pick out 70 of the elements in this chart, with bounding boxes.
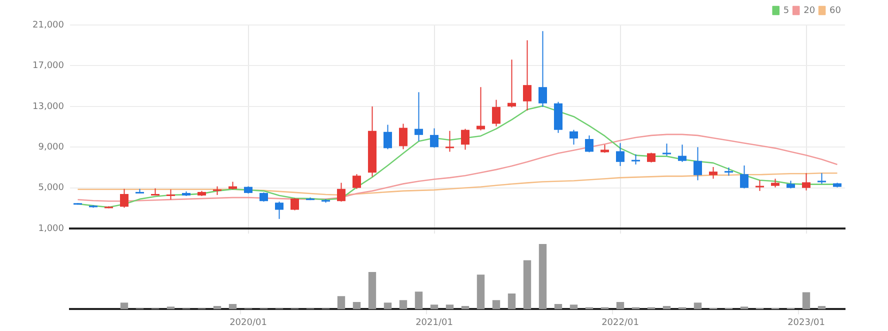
candlestick <box>631 154 640 165</box>
bar <box>120 302 128 310</box>
candlestick <box>662 143 672 156</box>
y-tick-label: 17,000 <box>32 61 64 72</box>
candlestick <box>445 130 454 152</box>
x-tick-label: 2020/01 <box>230 318 267 328</box>
x-tick-label: 2022/01 <box>602 318 639 328</box>
bar <box>368 272 376 310</box>
bar <box>492 300 500 310</box>
bar <box>430 304 438 310</box>
bar <box>337 296 346 310</box>
candlestick <box>522 40 532 112</box>
candlestick <box>646 152 656 163</box>
bar <box>213 306 222 310</box>
y-tick-label: 13,000 <box>32 102 64 112</box>
y-tick-label: 5,000 <box>38 183 64 194</box>
bar <box>476 274 485 310</box>
bar <box>414 292 423 310</box>
bar <box>384 302 392 310</box>
bar <box>228 304 237 310</box>
bar <box>523 260 532 310</box>
bar <box>508 294 516 310</box>
candlestick <box>259 192 268 202</box>
legend-label: 60 <box>830 6 842 16</box>
candlestick <box>817 172 826 184</box>
candlestick <box>383 124 392 150</box>
candlestick <box>693 146 702 181</box>
legend-label: 20 <box>804 6 816 16</box>
bar <box>538 244 547 310</box>
bar <box>662 306 671 310</box>
bar <box>616 302 624 310</box>
candlestick <box>507 59 516 108</box>
bar <box>461 306 470 310</box>
bar <box>802 292 810 310</box>
bar <box>740 306 748 310</box>
candlestick <box>584 134 594 153</box>
y-tick-label: 21,000 <box>32 20 64 30</box>
candlestick <box>678 144 687 162</box>
candlestick <box>476 86 486 131</box>
candlestick <box>569 129 578 146</box>
x-tick-label: 2023/01 <box>788 318 825 328</box>
candlestick <box>708 166 718 180</box>
candlestick <box>755 180 764 192</box>
candlestick <box>492 99 501 127</box>
bar <box>166 306 175 310</box>
x-tick-label: 2021/01 <box>416 318 453 328</box>
bar <box>818 306 826 310</box>
bar <box>352 302 361 310</box>
y-tick-label: 9,000 <box>38 142 64 153</box>
candlestick <box>166 188 176 200</box>
candlestick <box>430 128 439 148</box>
bar <box>570 304 578 310</box>
candlestick <box>274 201 284 220</box>
candlestick <box>740 164 749 189</box>
candlestick <box>290 198 300 211</box>
candlestick <box>120 188 129 208</box>
bar <box>554 304 562 310</box>
candlestick <box>460 128 470 150</box>
candlestick <box>336 182 346 202</box>
candlestick <box>616 142 625 166</box>
candlestick <box>352 174 362 190</box>
candlestick <box>398 123 408 150</box>
bar <box>446 304 454 310</box>
bar <box>694 302 702 310</box>
candlestick <box>538 30 548 108</box>
legend-label: 5 <box>783 6 790 16</box>
candlestick <box>802 172 811 191</box>
y-tick-label: 1,000 <box>38 224 64 234</box>
candlestick <box>414 92 424 142</box>
bar <box>399 300 408 310</box>
